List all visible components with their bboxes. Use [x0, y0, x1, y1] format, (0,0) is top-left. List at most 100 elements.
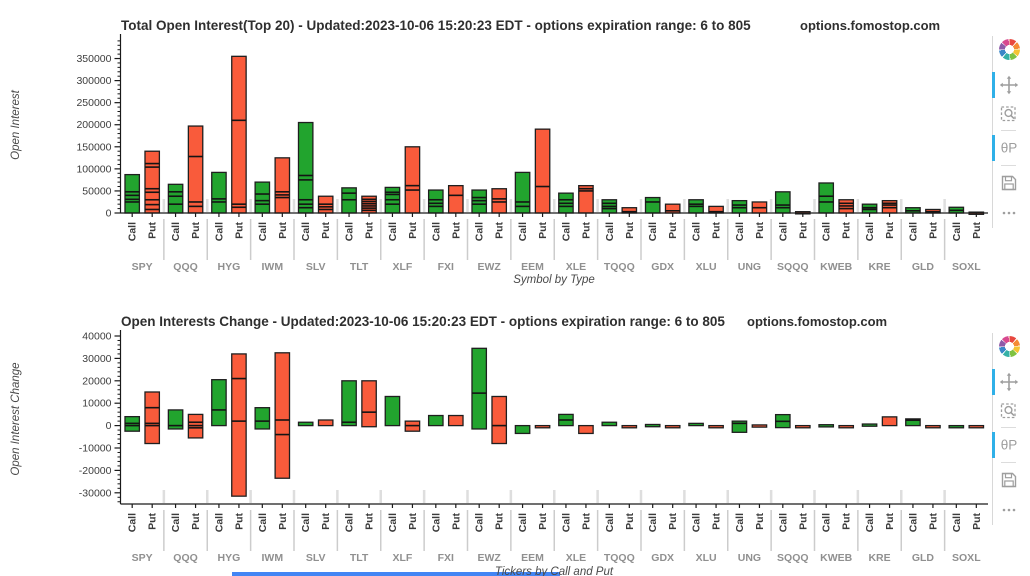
pan-tool-button[interactable]: [992, 72, 1022, 98]
bar-FXI-Put[interactable]: [447, 414, 464, 427]
save-tool-button[interactable]: [996, 467, 1022, 493]
bar-QQQ-Call[interactable]: [167, 409, 184, 430]
bar-HYG-Put[interactable]: [231, 55, 247, 214]
bar-GDX-Put[interactable]: [664, 424, 681, 429]
bar-type-label: Call: [647, 222, 659, 241]
bar-IWM-Call[interactable]: [254, 407, 271, 430]
bar-type-label: Put: [320, 222, 332, 239]
bar-HYG-Call[interactable]: [211, 171, 227, 214]
bar-SPY-Put[interactable]: [144, 391, 161, 445]
bar-KRE-Call[interactable]: [861, 203, 878, 214]
bar-HYG-Call[interactable]: [211, 379, 227, 427]
pan-tool-button[interactable]: [992, 369, 1022, 395]
axes: 0 50000 100000 150000 200000 250000 300000 3500…: [76, 34, 988, 273]
bar-FXI-Put[interactable]: [447, 184, 464, 214]
bar-type-label: Call: [907, 513, 919, 532]
bar-type-label: Call: [474, 222, 486, 241]
group-label-TQQQ: TQQQ: [604, 552, 635, 564]
bar-type-label: Put: [537, 222, 549, 239]
bar-SOXL-Call[interactable]: [948, 424, 965, 429]
bar-EWZ-Call[interactable]: [471, 347, 488, 430]
group-label-GDX: GDX: [651, 261, 674, 273]
bar-SOXL-Put[interactable]: [968, 424, 985, 429]
y-tick-label: 350000: [76, 53, 111, 65]
bar-SPY-Call[interactable]: [124, 173, 141, 214]
bar-EEM-Put[interactable]: [534, 424, 551, 429]
bar-TQQQ-Put[interactable]: [621, 424, 638, 429]
bar-EEM-Put[interactable]: [534, 128, 551, 214]
bar-type-label: Call: [604, 222, 616, 241]
bar-UNG-Put[interactable]: [751, 424, 768, 428]
bar-IWM-Call[interactable]: [254, 181, 271, 214]
bar-KRE-Put[interactable]: [881, 416, 898, 427]
group-label-HYG: HYG: [218, 261, 241, 273]
bar-TLT-Put[interactable]: [361, 380, 377, 428]
bar-SLV-Put[interactable]: [317, 419, 334, 427]
box-zoom-tool-button[interactable]: [996, 100, 1022, 126]
bar-IWM-Put[interactable]: [274, 157, 291, 214]
bar-TQQQ-Call[interactable]: [601, 421, 618, 427]
bar-EWZ-Put[interactable]: [491, 395, 508, 445]
toolbar-divider: [1001, 130, 1016, 131]
y-tick-label: 300000: [76, 75, 111, 87]
box-zoom-tool-button[interactable]: [996, 397, 1022, 423]
bar-SQQQ-Put[interactable]: [794, 424, 811, 429]
more-tools-button[interactable]: [996, 198, 1022, 224]
group-label-XLF: XLF: [393, 261, 413, 273]
svg-text:θΡ: θΡ: [1001, 141, 1018, 156]
bokeh-logo[interactable]: [996, 36, 1022, 62]
bar-type-label: Put: [494, 222, 506, 239]
bar-XLU-Call[interactable]: [688, 422, 704, 427]
bar-KWEB-Put[interactable]: [838, 424, 855, 429]
bar-QQQ-Call[interactable]: [167, 183, 184, 214]
bar-XLF-Put[interactable]: [404, 146, 421, 214]
bar-XLE-Put[interactable]: [578, 424, 594, 435]
bar-EWZ-Put[interactable]: [491, 188, 508, 214]
save-tool-button[interactable]: [996, 170, 1022, 196]
bar-TLT-Call[interactable]: [341, 380, 357, 427]
bar-type-label: Put: [667, 513, 679, 530]
bar-SPY-Put[interactable]: [144, 150, 161, 214]
more-tools-button[interactable]: [996, 495, 1022, 521]
bar-EEM-Call[interactable]: [514, 424, 531, 435]
bar-KWEB-Call[interactable]: [818, 182, 835, 214]
bar-QQQ-Put[interactable]: [187, 125, 204, 214]
bar-type-label: Put: [841, 222, 853, 239]
bar-UNG-Call[interactable]: [731, 199, 748, 214]
bar-type-label: Put: [711, 513, 723, 530]
bar-KWEB-Call[interactable]: [818, 424, 835, 428]
bar-type-label: Call: [387, 513, 399, 532]
bar-type-label: Call: [517, 222, 529, 241]
bar-type-label: Call: [127, 513, 139, 532]
toolbar-divider: [1001, 427, 1016, 428]
group-label-TQQQ: TQQQ: [604, 261, 635, 273]
bar-XLF-Call[interactable]: [384, 395, 401, 427]
bar-GDX-Put[interactable]: [664, 203, 681, 214]
bar-type-label: Put: [450, 222, 462, 239]
bar-XLU-Put[interactable]: [708, 424, 724, 429]
bar-IWM-Put[interactable]: [274, 352, 291, 479]
bar-type-label: Call: [951, 222, 963, 241]
bar-GLD-Call[interactable]: [905, 418, 921, 427]
group-label-IWM: IWM: [262, 552, 284, 564]
bar-KRE-Call[interactable]: [861, 423, 878, 427]
bar-GDX-Call[interactable]: [644, 196, 661, 214]
bar-GDX-Call[interactable]: [644, 423, 661, 428]
bar-UNG-Call[interactable]: [731, 420, 748, 433]
bokeh-logo[interactable]: [996, 333, 1022, 359]
hover-tool-button[interactable]: θΡ: [992, 432, 1022, 458]
bar-type-label: Call: [777, 222, 789, 241]
hover-tool-button[interactable]: θΡ: [992, 135, 1022, 161]
bar-FXI-Call[interactable]: [427, 189, 444, 214]
group-label-EEM: EEM: [521, 261, 544, 273]
bottom-scrollbar[interactable]: [232, 572, 560, 576]
x-axis-title-tickers: Tickers by Call and Put: [494, 566, 614, 576]
bar-XLE-Put[interactable]: [578, 184, 594, 214]
bar-EWZ-Call[interactable]: [471, 189, 488, 214]
bar-GLD-Put[interactable]: [925, 424, 941, 429]
bar-SLV-Call[interactable]: [297, 421, 314, 427]
bar-HYG-Put[interactable]: [231, 353, 247, 497]
bar-FXI-Call[interactable]: [427, 414, 444, 427]
bar-SQQQ-Call[interactable]: [774, 191, 791, 214]
